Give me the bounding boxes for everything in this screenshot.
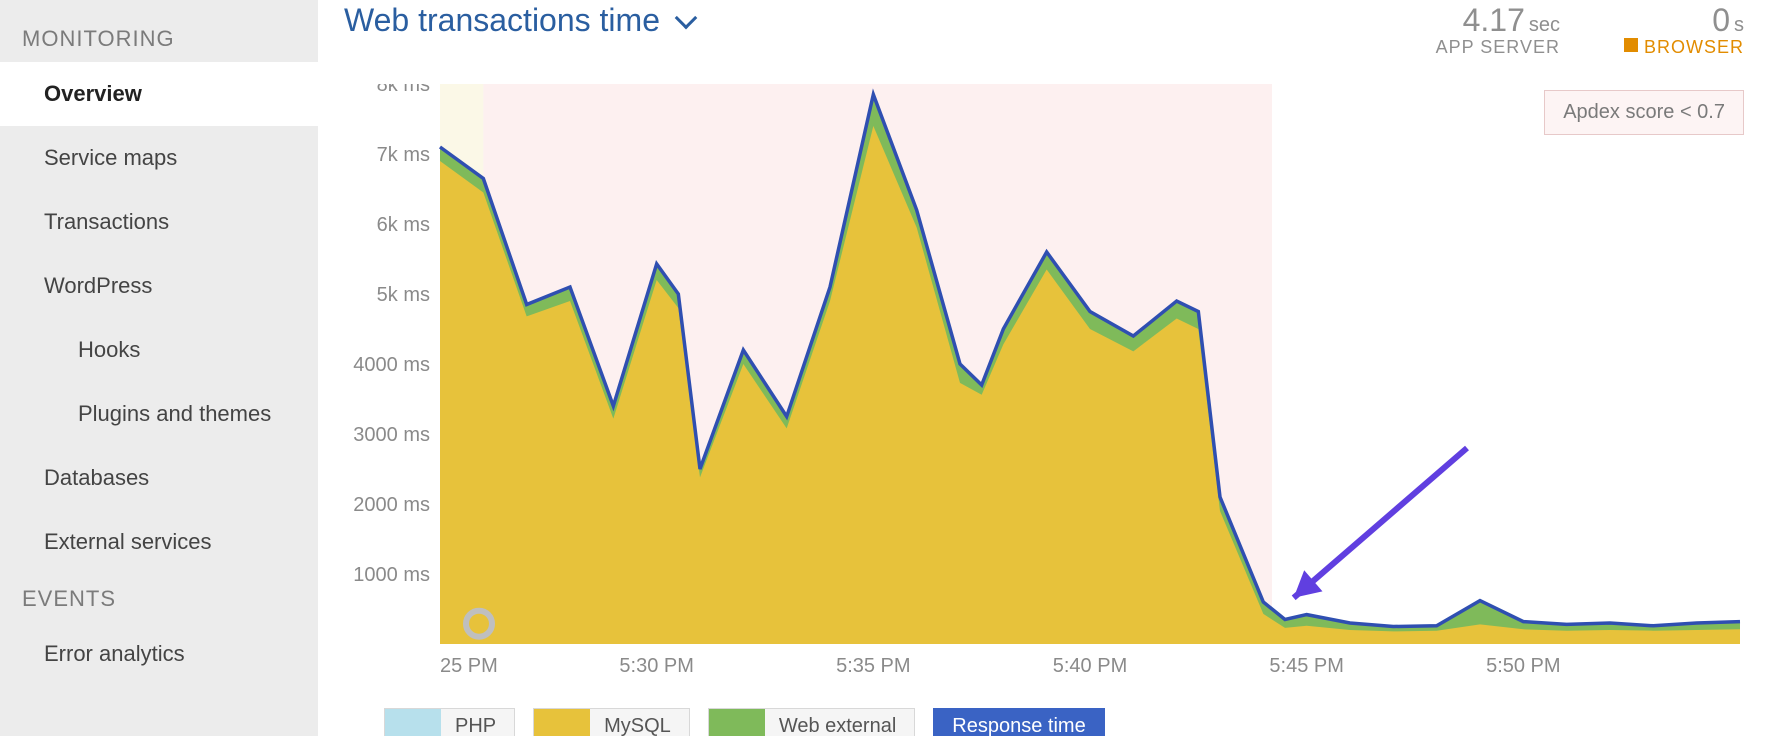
metric-value: 0 xyxy=(1712,2,1730,38)
svg-text:4000 ms: 4000 ms xyxy=(353,354,430,376)
svg-text:5:30 PM: 5:30 PM xyxy=(619,655,693,677)
legend-item-response-time[interactable]: Response time xyxy=(933,708,1104,736)
sidebar-item-error-analytics[interactable]: Error analytics xyxy=(0,622,318,686)
legend: PHP MySQL Web external Response time xyxy=(384,708,1744,736)
legend-item-php[interactable]: PHP xyxy=(384,708,515,736)
metric-app-server: 4.17sec APP SERVER xyxy=(1436,2,1560,58)
chart-title-dropdown[interactable]: Web transactions time xyxy=(344,2,694,39)
svg-text:3000 ms: 3000 ms xyxy=(353,424,430,446)
legend-item-mysql[interactable]: MySQL xyxy=(533,708,690,736)
svg-text:2000 ms: 2000 ms xyxy=(353,494,430,516)
metric-label: BROWSER xyxy=(1624,37,1744,58)
sidebar-item-databases[interactable]: Databases xyxy=(0,446,318,510)
sidebar: MONITORING Overview Service maps Transac… xyxy=(0,0,318,736)
svg-text:5:50 PM: 5:50 PM xyxy=(1486,655,1560,677)
metric-browser: 0s BROWSER xyxy=(1624,2,1744,58)
sidebar-item-plugins-themes[interactable]: Plugins and themes xyxy=(0,382,318,446)
metric-value: 4.17 xyxy=(1463,2,1525,38)
sidebar-section-title: MONITORING xyxy=(0,14,318,62)
sidebar-item-overview[interactable]: Overview xyxy=(0,62,318,126)
sidebar-item-service-maps[interactable]: Service maps xyxy=(0,126,318,190)
square-icon xyxy=(1624,38,1638,52)
swatch-icon xyxy=(385,709,441,736)
sidebar-section-monitoring: MONITORING Overview Service maps Transac… xyxy=(0,14,318,574)
svg-text:5:35 PM: 5:35 PM xyxy=(836,655,910,677)
chart-title: Web transactions time xyxy=(344,2,660,39)
chart[interactable]: 8k ms 7k ms 6k ms 5k ms 4000 ms 3000 ms 2000 m… xyxy=(344,84,1744,694)
svg-text:5k ms: 5k ms xyxy=(377,284,430,306)
svg-text:5:40 PM: 5:40 PM xyxy=(1053,655,1127,677)
chart-header: Web transactions time 4.17sec APP SERVER… xyxy=(344,0,1744,58)
sidebar-item-transactions[interactable]: Transactions xyxy=(0,190,318,254)
swatch-icon xyxy=(534,709,590,736)
sidebar-item-hooks[interactable]: Hooks xyxy=(0,318,318,382)
svg-text:1000 ms: 1000 ms xyxy=(353,564,430,586)
svg-text:8k ms: 8k ms xyxy=(377,84,430,96)
sidebar-section-title: EVENTS xyxy=(0,574,318,622)
svg-text:6k ms: 6k ms xyxy=(377,214,430,236)
svg-text:7k ms: 7k ms xyxy=(377,144,430,166)
metric-label: APP SERVER xyxy=(1436,37,1560,58)
chevron-down-icon xyxy=(675,6,698,29)
chart-svg: 8k ms 7k ms 6k ms 5k ms 4000 ms 3000 ms 2000 m… xyxy=(344,84,1744,694)
svg-text:25 PM: 25 PM xyxy=(440,655,498,677)
legend-item-web-external[interactable]: Web external xyxy=(708,708,915,736)
sidebar-item-external-services[interactable]: External services xyxy=(0,510,318,574)
main-panel: Web transactions time 4.17sec APP SERVER… xyxy=(318,0,1770,736)
svg-text:5:45 PM: 5:45 PM xyxy=(1269,655,1343,677)
sidebar-section-events: EVENTS Error analytics xyxy=(0,574,318,686)
sidebar-item-wordpress[interactable]: WordPress xyxy=(0,254,318,318)
swatch-icon xyxy=(709,709,765,736)
